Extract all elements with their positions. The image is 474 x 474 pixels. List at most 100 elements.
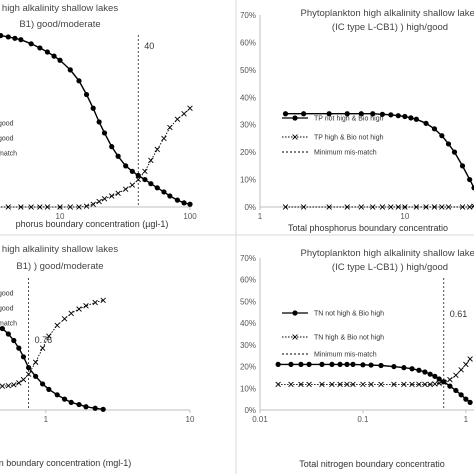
data-point-2 xyxy=(409,381,415,388)
data-point-1 xyxy=(161,189,167,195)
legend-label: good xyxy=(0,136,14,143)
cross-stroke xyxy=(436,380,442,387)
data-point-1 xyxy=(109,144,115,150)
legend-marker xyxy=(292,310,298,316)
cross-stroke xyxy=(37,204,43,210)
cross-stroke xyxy=(39,345,46,351)
data-point-2 xyxy=(344,381,350,388)
data-point-2 xyxy=(39,345,46,351)
data-point-1 xyxy=(368,362,374,368)
cross-stroke xyxy=(32,359,39,365)
cross-stroke xyxy=(441,379,447,385)
chart-title: high alkalinity shallow lakes xyxy=(2,244,118,255)
data-point-1 xyxy=(447,383,453,389)
chart-subtitle: (IC type L-CB1) ) high/good xyxy=(332,22,448,33)
legend-label: good xyxy=(0,306,14,313)
cross-stroke xyxy=(16,380,22,386)
data-point-2 xyxy=(44,204,51,210)
data-point-1 xyxy=(187,201,193,207)
data-point-1 xyxy=(453,387,459,394)
data-point-2 xyxy=(83,303,89,309)
cross-stroke xyxy=(368,381,374,388)
legend-label: TN high & Bio not high xyxy=(314,335,384,342)
y-tick-label: 20% xyxy=(240,148,256,157)
cross-stroke xyxy=(83,303,89,309)
y-tick-label: 30% xyxy=(240,121,256,130)
cross-stroke xyxy=(187,105,193,111)
data-point-1 xyxy=(0,325,5,332)
data-point-2 xyxy=(378,381,384,388)
data-point-1 xyxy=(61,396,68,402)
cross-stroke xyxy=(101,196,108,202)
chart-panel-4: Phytoplankton high alkalinity shallow la… xyxy=(240,248,474,469)
data-point-1 xyxy=(408,115,414,121)
cross-stroke xyxy=(122,186,129,192)
data-point-1 xyxy=(101,130,108,136)
data-point-2 xyxy=(447,376,453,383)
chart-panel-1: high alkalinity shallow lakes B1) good/mo… xyxy=(0,3,197,229)
data-point-2 xyxy=(300,204,307,210)
y-tick-label: 70% xyxy=(240,254,256,263)
data-point-1 xyxy=(92,405,98,411)
data-point-2 xyxy=(350,381,356,388)
cross-stroke xyxy=(167,124,173,131)
cross-stroke xyxy=(76,306,82,312)
data-point-1 xyxy=(409,366,415,372)
data-point-1 xyxy=(329,361,335,367)
cross-stroke xyxy=(54,322,60,329)
data-point-2 xyxy=(5,382,12,389)
data-point-1 xyxy=(445,141,452,147)
data-point-1 xyxy=(57,57,63,63)
y-tick-label: 40% xyxy=(240,93,256,102)
cross-stroke xyxy=(401,381,407,388)
cross-stroke xyxy=(46,333,52,339)
data-point-2 xyxy=(368,381,374,388)
data-point-1 xyxy=(463,396,469,402)
data-point-2 xyxy=(436,380,442,387)
data-point-1 xyxy=(76,78,82,84)
data-point-2 xyxy=(288,381,294,388)
data-point-2 xyxy=(467,356,473,362)
cross-stroke xyxy=(90,201,96,207)
data-point-2 xyxy=(344,204,350,210)
data-point-1 xyxy=(46,386,52,392)
data-point-1 xyxy=(301,111,307,117)
data-point-2 xyxy=(161,135,167,142)
data-point-1 xyxy=(11,337,17,344)
legend-label: TN not high & Bio high xyxy=(314,311,384,318)
cross-stroke xyxy=(463,361,469,368)
x-tick-label: 1 xyxy=(464,415,469,424)
cross-stroke xyxy=(57,204,63,210)
legend-label: Minimum mis-match xyxy=(314,352,377,359)
data-point-2 xyxy=(20,376,27,383)
data-point-1 xyxy=(467,399,473,405)
data-point-2 xyxy=(109,193,115,199)
data-point-2 xyxy=(129,182,136,188)
cross-stroke xyxy=(115,190,121,197)
data-point-2 xyxy=(416,381,422,388)
data-point-1 xyxy=(413,116,419,122)
cross-stroke xyxy=(61,316,68,322)
x-tick-label: 100 xyxy=(183,212,197,221)
cross-stroke xyxy=(416,381,422,388)
data-point-2 xyxy=(306,381,312,388)
chart-subtitle: B1) ) good/moderate xyxy=(16,261,103,272)
data-point-1 xyxy=(402,113,408,120)
data-point-2 xyxy=(282,204,289,210)
y-tick-label: 50% xyxy=(240,66,256,75)
data-point-2 xyxy=(187,105,193,111)
y-tick-label: 50% xyxy=(240,297,256,306)
data-point-2 xyxy=(115,190,121,197)
cross-stroke xyxy=(466,204,473,210)
data-point-2 xyxy=(181,111,187,117)
cross-stroke xyxy=(282,204,289,210)
cross-stroke xyxy=(300,204,307,210)
data-point-2 xyxy=(319,381,325,388)
data-point-1 xyxy=(395,113,401,119)
cross-stroke xyxy=(11,382,17,388)
data-point-1 xyxy=(129,168,135,174)
data-point-2 xyxy=(96,198,102,205)
cross-stroke xyxy=(288,381,294,388)
data-point-2 xyxy=(423,204,429,210)
